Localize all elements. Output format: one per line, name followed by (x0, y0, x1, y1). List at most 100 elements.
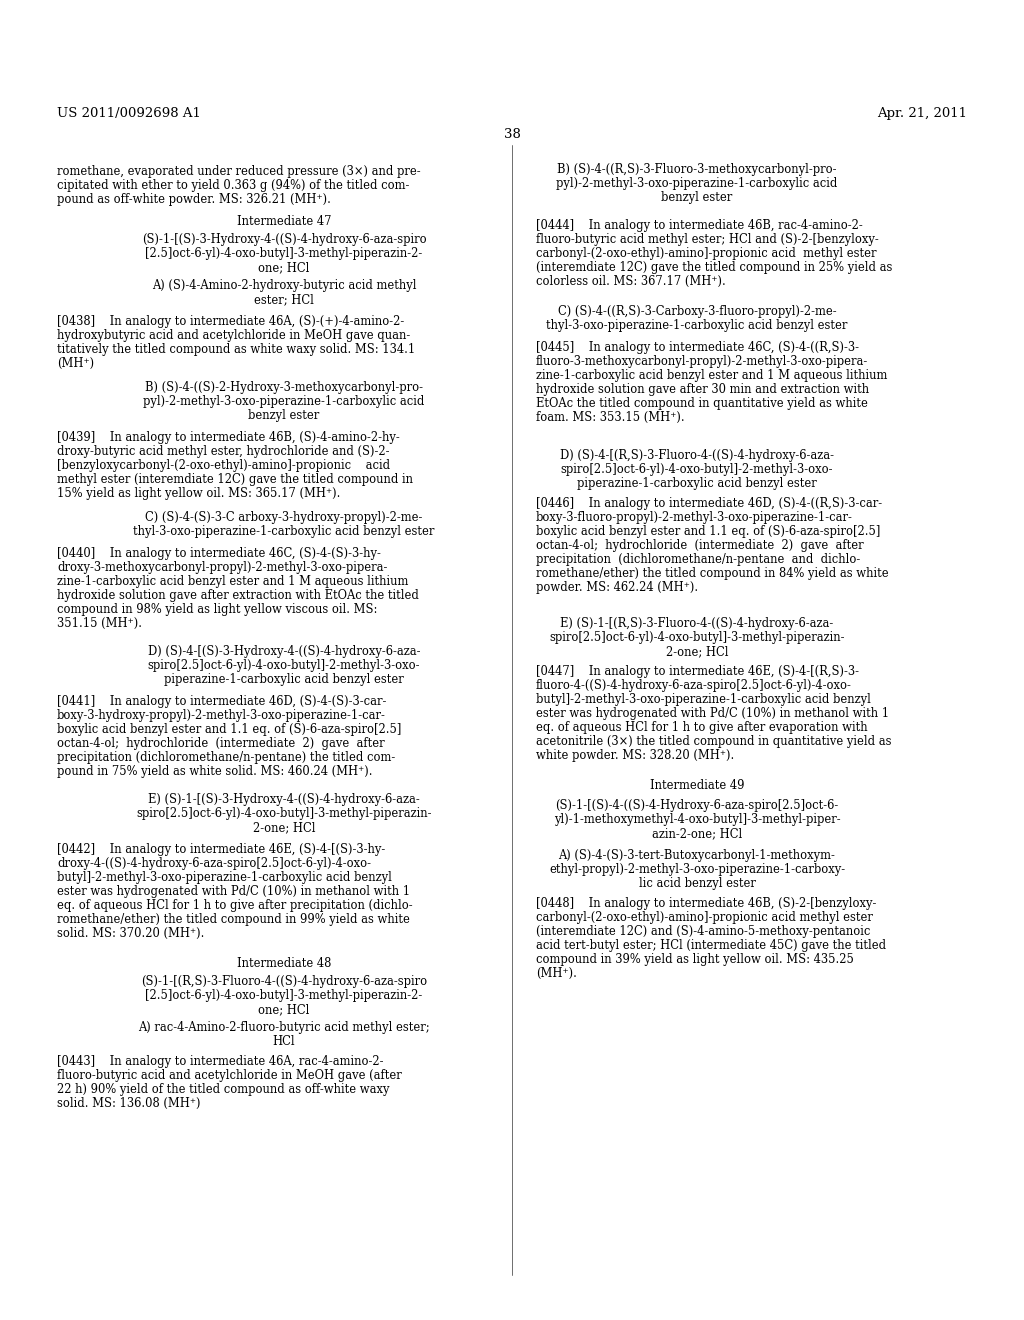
Text: Intermediate 48: Intermediate 48 (237, 957, 331, 970)
Text: butyl]-2-methyl-3-oxo-piperazine-1-carboxylic acid benzyl: butyl]-2-methyl-3-oxo-piperazine-1-carbo… (57, 871, 392, 884)
Text: carbonyl-(2-oxo-ethyl)-amino]-propionic acid methyl ester: carbonyl-(2-oxo-ethyl)-amino]-propionic … (536, 911, 872, 924)
Text: 22 h) 90% yield of the titled compound as off-white waxy: 22 h) 90% yield of the titled compound a… (57, 1082, 389, 1096)
Text: boxy-3-fluoro-propyl)-2-methyl-3-oxo-piperazine-1-car-: boxy-3-fluoro-propyl)-2-methyl-3-oxo-pip… (536, 511, 853, 524)
Text: azin-2-one; HCl: azin-2-one; HCl (652, 828, 742, 840)
Text: [0440]    In analogy to intermediate 46C, (S)-4-(S)-3-hy-: [0440] In analogy to intermediate 46C, (… (57, 546, 381, 560)
Text: A) (S)-4-(S)-3-tert-Butoxycarbonyl-1-methoxym-: A) (S)-4-(S)-3-tert-Butoxycarbonyl-1-met… (558, 849, 836, 862)
Text: compound in 39% yield as light yellow oil. MS: 435.25: compound in 39% yield as light yellow oi… (536, 953, 854, 966)
Text: solid. MS: 136.08 (MH⁺): solid. MS: 136.08 (MH⁺) (57, 1097, 201, 1110)
Text: (MH⁺).: (MH⁺). (536, 968, 577, 979)
Text: (interemdiate 12C) and (S)-4-amino-5-methoxy-pentanoic: (interemdiate 12C) and (S)-4-amino-5-met… (536, 925, 870, 939)
Text: titatively the titled compound as white waxy solid. MS: 134.1: titatively the titled compound as white … (57, 343, 416, 356)
Text: [2.5]oct-6-yl)-4-oxo-butyl]-3-methyl-piperazin-2-: [2.5]oct-6-yl)-4-oxo-butyl]-3-methyl-pip… (145, 989, 423, 1002)
Text: piperazine-1-carboxylic acid benzyl ester: piperazine-1-carboxylic acid benzyl este… (578, 477, 817, 490)
Text: yl)-1-methoxymethyl-4-oxo-butyl]-3-methyl-piper-: yl)-1-methoxymethyl-4-oxo-butyl]-3-methy… (554, 813, 841, 826)
Text: octan-4-ol;  hydrochloride  (intermediate  2)  gave  after: octan-4-ol; hydrochloride (intermediate … (536, 539, 863, 552)
Text: thyl-3-oxo-piperazine-1-carboxylic acid benzyl ester: thyl-3-oxo-piperazine-1-carboxylic acid … (133, 525, 434, 539)
Text: droxy-3-methoxycarbonyl-propyl)-2-methyl-3-oxo-pipera-: droxy-3-methoxycarbonyl-propyl)-2-methyl… (57, 561, 387, 574)
Text: zine-1-carboxylic acid benzyl ester and 1 M aqueous lithium: zine-1-carboxylic acid benzyl ester and … (57, 576, 409, 587)
Text: foam. MS: 353.15 (MH⁺).: foam. MS: 353.15 (MH⁺). (536, 411, 685, 424)
Text: A) (S)-4-Amino-2-hydroxy-butyric acid methyl: A) (S)-4-Amino-2-hydroxy-butyric acid me… (152, 279, 416, 292)
Text: spiro[2.5]oct-6-yl)-4-oxo-butyl]-3-methyl-piperazin-: spiro[2.5]oct-6-yl)-4-oxo-butyl]-3-methy… (136, 807, 432, 820)
Text: boxylic acid benzyl ester and 1.1 eq. of (S)-6-aza-spiro[2.5]: boxylic acid benzyl ester and 1.1 eq. of… (536, 525, 881, 539)
Text: (S)-1-[(S)-4-((S)-4-Hydroxy-6-aza-spiro[2.5]oct-6-: (S)-1-[(S)-4-((S)-4-Hydroxy-6-aza-spiro[… (555, 799, 839, 812)
Text: droxy-butyric acid methyl ester, hydrochloride and (S)-2-: droxy-butyric acid methyl ester, hydroch… (57, 445, 389, 458)
Text: fluoro-4-((S)-4-hydroxy-6-aza-spiro[2.5]oct-6-yl)-4-oxo-: fluoro-4-((S)-4-hydroxy-6-aza-spiro[2.5]… (536, 678, 852, 692)
Text: E) (S)-1-[(R,S)-3-Fluoro-4-((S)-4-hydroxy-6-aza-: E) (S)-1-[(R,S)-3-Fluoro-4-((S)-4-hydrox… (560, 616, 834, 630)
Text: Intermediate 49: Intermediate 49 (650, 779, 744, 792)
Text: spiro[2.5]oct-6-yl)-4-oxo-butyl]-2-methyl-3-oxo-: spiro[2.5]oct-6-yl)-4-oxo-butyl]-2-methy… (561, 463, 834, 477)
Text: (S)-1-[(R,S)-3-Fluoro-4-((S)-4-hydroxy-6-aza-spiro: (S)-1-[(R,S)-3-Fluoro-4-((S)-4-hydroxy-6… (141, 975, 427, 987)
Text: butyl]-2-methyl-3-oxo-piperazine-1-carboxylic acid benzyl: butyl]-2-methyl-3-oxo-piperazine-1-carbo… (536, 693, 870, 706)
Text: [2.5]oct-6-yl)-4-oxo-butyl]-3-methyl-piperazin-2-: [2.5]oct-6-yl)-4-oxo-butyl]-3-methyl-pip… (145, 247, 423, 260)
Text: C) (S)-4-((R,S)-3-Carboxy-3-fluoro-propyl)-2-me-: C) (S)-4-((R,S)-3-Carboxy-3-fluoro-propy… (558, 305, 837, 318)
Text: EtOAc the titled compound in quantitative yield as white: EtOAc the titled compound in quantitativ… (536, 397, 868, 411)
Text: 2-one; HCl: 2-one; HCl (253, 821, 315, 834)
Text: 15% yield as light yellow oil. MS: 365.17 (MH⁺).: 15% yield as light yellow oil. MS: 365.1… (57, 487, 340, 500)
Text: hydroxide solution gave after extraction with EtOAc the titled: hydroxide solution gave after extraction… (57, 589, 419, 602)
Text: white powder. MS: 328.20 (MH⁺).: white powder. MS: 328.20 (MH⁺). (536, 748, 734, 762)
Text: [0441]    In analogy to intermediate 46D, (S)-4-(S)-3-car-: [0441] In analogy to intermediate 46D, (… (57, 696, 386, 708)
Text: zine-1-carboxylic acid benzyl ester and 1 M aqueous lithium: zine-1-carboxylic acid benzyl ester and … (536, 370, 888, 381)
Text: [0439]    In analogy to intermediate 46B, (S)-4-amino-2-hy-: [0439] In analogy to intermediate 46B, (… (57, 432, 399, 444)
Text: one; HCl: one; HCl (258, 1003, 309, 1016)
Text: acetonitrile (3×) the titled compound in quantitative yield as: acetonitrile (3×) the titled compound in… (536, 735, 892, 748)
Text: 2-one; HCl: 2-one; HCl (666, 645, 728, 657)
Text: romethane, evaporated under reduced pressure (3×) and pre-: romethane, evaporated under reduced pres… (57, 165, 421, 178)
Text: acid tert-butyl ester; HCl (intermediate 45C) gave the titled: acid tert-butyl ester; HCl (intermediate… (536, 939, 886, 952)
Text: romethane/ether) the titled compound in 99% yield as white: romethane/ether) the titled compound in … (57, 913, 410, 927)
Text: colorless oil. MS: 367.17 (MH⁺).: colorless oil. MS: 367.17 (MH⁺). (536, 275, 726, 288)
Text: carbonyl-(2-oxo-ethyl)-amino]-propionic acid  methyl ester: carbonyl-(2-oxo-ethyl)-amino]-propionic … (536, 247, 877, 260)
Text: [0446]    In analogy to intermediate 46D, (S)-4-((R,S)-3-car-: [0446] In analogy to intermediate 46D, (… (536, 498, 882, 510)
Text: compound in 98% yield as light yellow viscous oil. MS:: compound in 98% yield as light yellow vi… (57, 603, 378, 616)
Text: hydroxide solution gave after 30 min and extraction with: hydroxide solution gave after 30 min and… (536, 383, 869, 396)
Text: methyl ester (interemdiate 12C) gave the titled compound in: methyl ester (interemdiate 12C) gave the… (57, 473, 413, 486)
Text: ethyl-propyl)-2-methyl-3-oxo-piperazine-1-carboxy-: ethyl-propyl)-2-methyl-3-oxo-piperazine-… (549, 863, 845, 876)
Text: [0442]    In analogy to intermediate 46E, (S)-4-[(S)-3-hy-: [0442] In analogy to intermediate 46E, (… (57, 843, 385, 855)
Text: cipitated with ether to yield 0.363 g (94%) of the titled com-: cipitated with ether to yield 0.363 g (9… (57, 180, 410, 191)
Text: (MH⁺): (MH⁺) (57, 356, 94, 370)
Text: ester; HCl: ester; HCl (254, 293, 314, 306)
Text: B) (S)-4-((R,S)-3-Fluoro-3-methoxycarbonyl-pro-: B) (S)-4-((R,S)-3-Fluoro-3-methoxycarbon… (557, 162, 837, 176)
Text: [0445]    In analogy to intermediate 46C, (S)-4-((R,S)-3-: [0445] In analogy to intermediate 46C, (… (536, 341, 859, 354)
Text: benzyl ester: benzyl ester (249, 409, 319, 422)
Text: 38: 38 (504, 128, 520, 141)
Text: fluoro-butyric acid methyl ester; HCl and (S)-2-[benzyloxy-: fluoro-butyric acid methyl ester; HCl an… (536, 234, 879, 246)
Text: solid. MS: 370.20 (MH⁺).: solid. MS: 370.20 (MH⁺). (57, 927, 205, 940)
Text: benzyl ester: benzyl ester (662, 191, 732, 205)
Text: fluoro-3-methoxycarbonyl-propyl)-2-methyl-3-oxo-pipera-: fluoro-3-methoxycarbonyl-propyl)-2-methy… (536, 355, 868, 368)
Text: HCl: HCl (272, 1035, 295, 1048)
Text: spiro[2.5]oct-6-yl)-4-oxo-butyl]-3-methyl-piperazin-: spiro[2.5]oct-6-yl)-4-oxo-butyl]-3-methy… (549, 631, 845, 644)
Text: Intermediate 47: Intermediate 47 (237, 215, 331, 228)
Text: eq. of aqueous HCl for 1 h to give after precipitation (dichlo-: eq. of aqueous HCl for 1 h to give after… (57, 899, 413, 912)
Text: E) (S)-1-[(S)-3-Hydroxy-4-((S)-4-hydroxy-6-aza-: E) (S)-1-[(S)-3-Hydroxy-4-((S)-4-hydroxy… (148, 793, 420, 807)
Text: pyl)-2-methyl-3-oxo-piperazine-1-carboxylic acid: pyl)-2-methyl-3-oxo-piperazine-1-carboxy… (143, 395, 425, 408)
Text: boxylic acid benzyl ester and 1.1 eq. of (S)-6-aza-spiro[2.5]: boxylic acid benzyl ester and 1.1 eq. of… (57, 723, 401, 737)
Text: 351.15 (MH⁺).: 351.15 (MH⁺). (57, 616, 142, 630)
Text: (interemdiate 12C) gave the titled compound in 25% yield as: (interemdiate 12C) gave the titled compo… (536, 261, 892, 275)
Text: ester was hydrogenated with Pd/C (10%) in methanol with 1: ester was hydrogenated with Pd/C (10%) i… (536, 708, 889, 719)
Text: one; HCl: one; HCl (258, 261, 309, 275)
Text: hydroxybutyric acid and acetylchloride in MeOH gave quan-: hydroxybutyric acid and acetylchloride i… (57, 329, 411, 342)
Text: lic acid benzyl ester: lic acid benzyl ester (639, 876, 756, 890)
Text: [benzyloxycarbonyl-(2-oxo-ethyl)-amino]-propionic    acid: [benzyloxycarbonyl-(2-oxo-ethyl)-amino]-… (57, 459, 390, 473)
Text: B) (S)-4-((S)-2-Hydroxy-3-methoxycarbonyl-pro-: B) (S)-4-((S)-2-Hydroxy-3-methoxycarbony… (145, 381, 423, 393)
Text: fluoro-butyric acid and acetylchloride in MeOH gave (after: fluoro-butyric acid and acetylchloride i… (57, 1069, 401, 1082)
Text: [0438]    In analogy to intermediate 46A, (S)-(+)-4-amino-2-: [0438] In analogy to intermediate 46A, (… (57, 315, 404, 327)
Text: eq. of aqueous HCl for 1 h to give after evaporation with: eq. of aqueous HCl for 1 h to give after… (536, 721, 867, 734)
Text: (S)-1-[(S)-3-Hydroxy-4-((S)-4-hydroxy-6-aza-spiro: (S)-1-[(S)-3-Hydroxy-4-((S)-4-hydroxy-6-… (141, 234, 426, 246)
Text: [0443]    In analogy to intermediate 46A, rac-4-amino-2-: [0443] In analogy to intermediate 46A, r… (57, 1055, 384, 1068)
Text: ester was hydrogenated with Pd/C (10%) in methanol with 1: ester was hydrogenated with Pd/C (10%) i… (57, 884, 411, 898)
Text: romethane/ether) the titled compound in 84% yield as white: romethane/ether) the titled compound in … (536, 568, 889, 579)
Text: [0447]    In analogy to intermediate 46E, (S)-4-[(R,S)-3-: [0447] In analogy to intermediate 46E, (… (536, 665, 859, 678)
Text: [0444]    In analogy to intermediate 46B, rac-4-amino-2-: [0444] In analogy to intermediate 46B, r… (536, 219, 863, 232)
Text: octan-4-ol;  hydrochloride  (intermediate  2)  gave  after: octan-4-ol; hydrochloride (intermediate … (57, 737, 385, 750)
Text: powder. MS: 462.24 (MH⁺).: powder. MS: 462.24 (MH⁺). (536, 581, 698, 594)
Text: D) (S)-4-[(R,S)-3-Fluoro-4-((S)-4-hydroxy-6-aza-: D) (S)-4-[(R,S)-3-Fluoro-4-((S)-4-hydrox… (560, 449, 834, 462)
Text: spiro[2.5]oct-6-yl)-4-oxo-butyl]-2-methyl-3-oxo-: spiro[2.5]oct-6-yl)-4-oxo-butyl]-2-methy… (147, 659, 420, 672)
Text: D) (S)-4-[(S)-3-Hydroxy-4-((S)-4-hydroxy-6-aza-: D) (S)-4-[(S)-3-Hydroxy-4-((S)-4-hydroxy… (147, 645, 420, 657)
Text: A) rac-4-Amino-2-fluoro-butyric acid methyl ester;: A) rac-4-Amino-2-fluoro-butyric acid met… (138, 1020, 430, 1034)
Text: pound as off-white powder. MS: 326.21 (MH⁺).: pound as off-white powder. MS: 326.21 (M… (57, 193, 331, 206)
Text: [0448]    In analogy to intermediate 46B, (S)-2-[benzyloxy-: [0448] In analogy to intermediate 46B, (… (536, 898, 877, 909)
Text: boxy-3-hydroxy-propyl)-2-methyl-3-oxo-piperazine-1-car-: boxy-3-hydroxy-propyl)-2-methyl-3-oxo-pi… (57, 709, 386, 722)
